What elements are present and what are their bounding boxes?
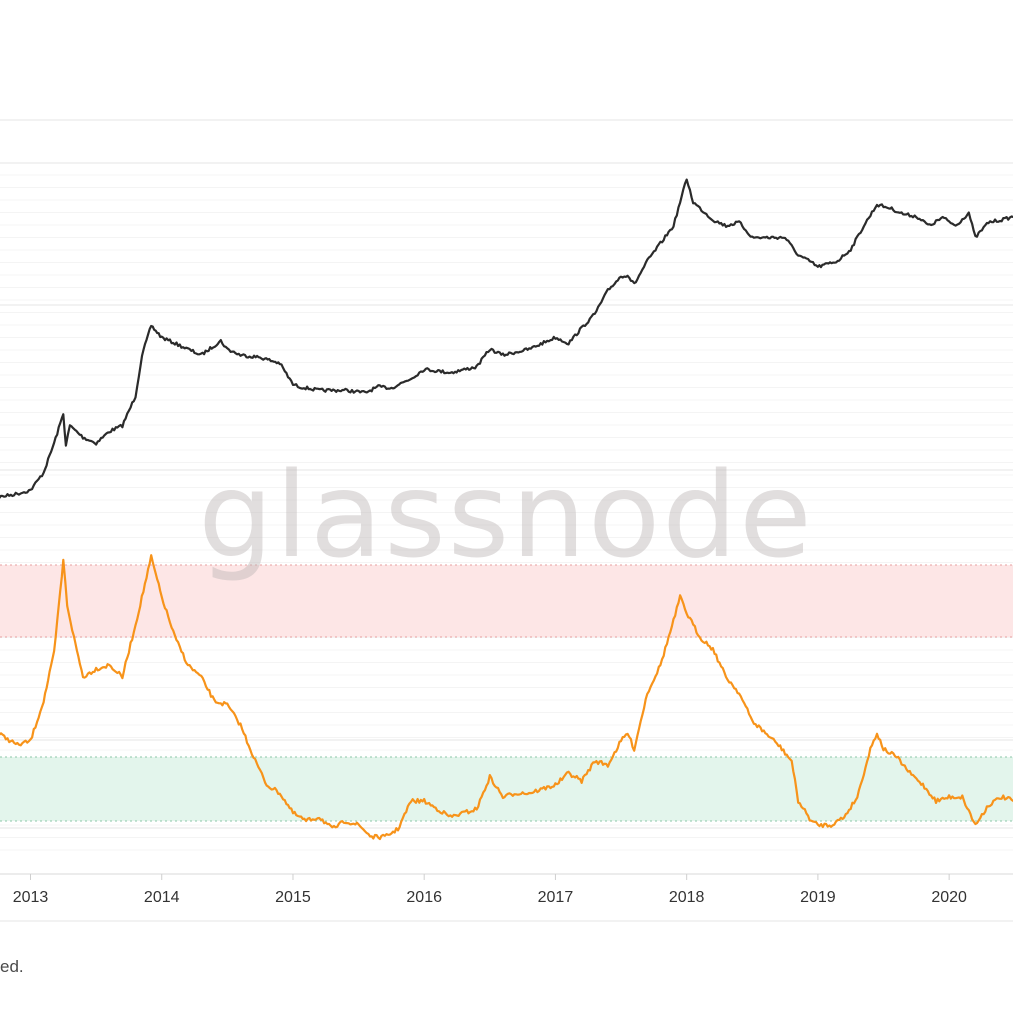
x-tick-label: 2015 [275,889,311,906]
x-tick-label: 2019 [800,889,836,906]
series-indicator-line [0,554,1013,841]
upper-band [0,565,1013,637]
bands [0,564,1013,822]
x-tick-label: 2017 [538,889,574,906]
x-tick-label: 2018 [669,889,705,906]
x-tick-label: 2014 [144,889,180,906]
lower-band [0,757,1013,821]
watermark: glassnode [198,446,813,584]
gridlines [0,119,1013,851]
x-axis-ticks: 2013 2014 2015 2016 2017 2018 2019 2020 [13,874,967,906]
footnote: ed. [0,957,24,976]
x-tick-label: 2016 [406,889,442,906]
x-tick-label: 2020 [931,889,967,906]
series-layer [0,178,1013,841]
series-price-line [0,178,1013,499]
x-tick-label: 2013 [13,889,49,906]
